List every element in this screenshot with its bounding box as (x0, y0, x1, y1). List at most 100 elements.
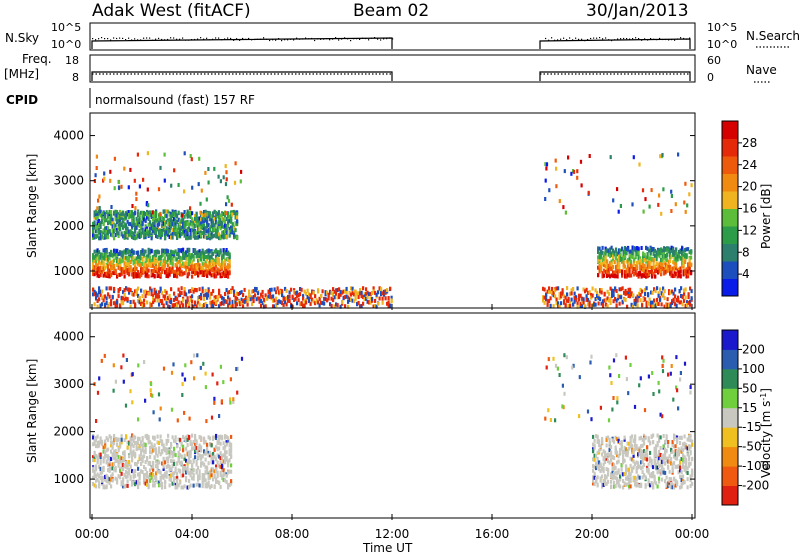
nave-tick-bottom: 0 (707, 71, 714, 84)
range-gate-cell (664, 256, 667, 261)
range-gate-cell (165, 252, 168, 257)
range-gate-cell (155, 459, 158, 464)
nsky-dot (173, 37, 175, 39)
nsky-dot (275, 39, 277, 41)
range-gate-cell (138, 220, 141, 225)
freq-panel: Freq. [MHz] 18 8 60 0 Nave (4, 52, 777, 84)
range-gate-cell (224, 449, 227, 454)
range-gate-cell (158, 480, 161, 485)
range-gate-cell (102, 449, 105, 454)
range-gate-cell (619, 248, 622, 253)
range-gate-cell (177, 231, 180, 236)
range-gate-cell (132, 299, 135, 304)
range-gate-cell (137, 481, 140, 486)
range-gate-cell (296, 293, 299, 298)
nsky-dot (671, 39, 673, 41)
range-gate-cell (210, 259, 213, 264)
range-gate-cell (180, 232, 183, 236)
range-gate-cell (122, 290, 125, 295)
range-gate-cell (140, 210, 143, 215)
range-gate-cell (165, 213, 168, 218)
range-gate-cell (204, 440, 207, 445)
range-gate-cell (592, 478, 595, 483)
range-gate-cell (101, 219, 104, 224)
range-gate-cell (243, 287, 246, 292)
range-gate-cell (174, 295, 177, 300)
range-gate-cell (221, 474, 224, 479)
range-gate-cell (616, 268, 619, 273)
range-gate-cell (143, 298, 146, 303)
range-gate-cell (617, 479, 620, 484)
power-colorbar-swatches (722, 121, 738, 297)
range-gate-cell (153, 252, 156, 257)
range-gate-cell (141, 220, 144, 225)
range-gate-cell (171, 481, 174, 486)
range-gate-cell (374, 304, 377, 308)
range-gate-cell (234, 161, 237, 166)
range-gate-cell (203, 440, 206, 445)
range-gate-cell (596, 464, 599, 469)
range-gate-cell (116, 480, 119, 485)
range-gate-cell (570, 297, 573, 302)
range-gate-cell (138, 235, 141, 239)
range-gate-cell (134, 266, 137, 271)
range-gate-cell (170, 214, 173, 219)
range-gate-cell (134, 236, 137, 241)
range-gate-cell (221, 274, 224, 279)
range-gate-cell (604, 474, 607, 479)
range-gate-cell (110, 266, 113, 271)
range-gate-cell (657, 263, 660, 268)
range-gate-cell (204, 265, 207, 270)
range-gate-cell (113, 289, 116, 294)
range-gate-cell (625, 449, 628, 454)
range-gate-cell (659, 154, 662, 159)
range-gate-cell (126, 479, 129, 484)
range-gate-cell (321, 289, 324, 294)
range-gate-cell (654, 289, 657, 294)
range-gate-cell (150, 445, 153, 450)
range-gate-cell (138, 212, 141, 217)
range-gate-cell (185, 228, 188, 233)
range-gate-cell (164, 479, 167, 484)
range-gate-cell (646, 269, 649, 273)
range-gate-cell (102, 445, 105, 450)
range-gate-cell (135, 291, 138, 296)
range-gate-cell (200, 217, 203, 222)
range-gate-cell (96, 253, 99, 258)
range-gate-cell (185, 476, 188, 480)
range-gate-cell (591, 293, 594, 298)
range-gate-cell (147, 203, 150, 208)
range-gate-cell (164, 294, 167, 299)
range-gate-cell (102, 468, 105, 473)
range-gate-cell (354, 296, 357, 301)
range-gate-cell (95, 271, 98, 276)
range-gate-cell (195, 441, 198, 445)
range-gate-cell (688, 250, 691, 255)
range-gate-cell (624, 264, 627, 269)
range-gate-cell (129, 268, 132, 273)
range-gate-cell (209, 225, 212, 229)
range-gate-cell (669, 304, 672, 309)
range-gate-cell (189, 221, 192, 226)
range-gate-cell (102, 211, 105, 216)
range-gate-cell (608, 291, 611, 296)
range-gate-cell (198, 473, 201, 478)
range-gate-cell (165, 270, 168, 275)
range-gate-cell (215, 215, 218, 220)
range-gate-cell (231, 299, 234, 304)
range-gate-cell (192, 468, 195, 473)
range-gate-cell (132, 292, 135, 297)
range-gate-cell (186, 485, 189, 490)
range-gate-cell (177, 437, 180, 442)
nsky-dot (296, 37, 298, 39)
range-gate-cell (299, 302, 302, 307)
range-gate-cell (234, 300, 237, 305)
range-gate-cell (614, 484, 617, 489)
range-gate-cell (260, 304, 263, 308)
range-gate-cell (350, 297, 353, 302)
range-gate-cell (125, 461, 128, 466)
range-gate-cell (290, 304, 293, 309)
range-gate-cell (221, 256, 224, 260)
range-gate-cell (630, 264, 633, 269)
range-gate-cell (192, 440, 195, 444)
